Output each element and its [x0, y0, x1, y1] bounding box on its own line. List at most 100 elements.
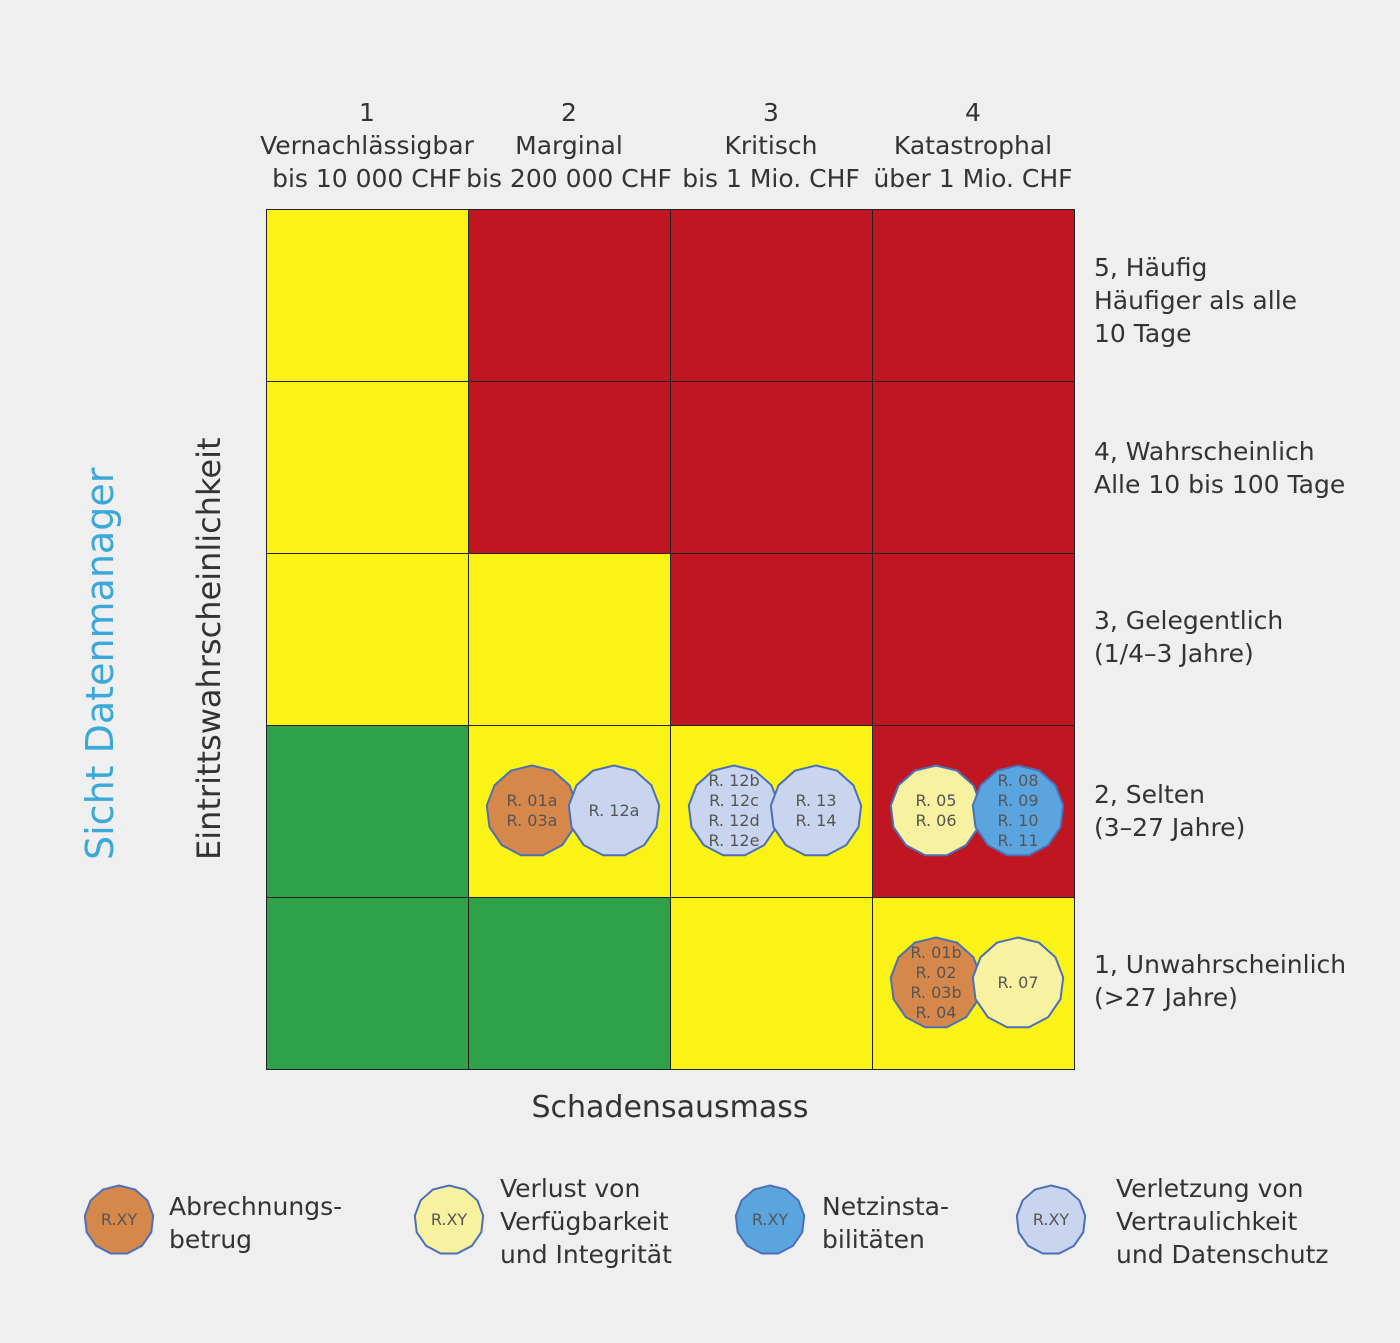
column-number: 3 — [763, 98, 779, 127]
legend-badge-label: R.XY — [1032, 1210, 1070, 1229]
column-header-4: 4 Katastrophal über 1 Mio. CHF — [863, 96, 1083, 195]
legend-label: Abrechnungs- betrug — [169, 1190, 342, 1256]
risk-id: R. 06 — [915, 811, 957, 830]
matrix-cell-r3-c1 — [266, 553, 469, 726]
column-header-2: 2 Marginal bis 200 000 CHF — [459, 96, 679, 195]
risk-id: R. 10 — [997, 811, 1039, 830]
row-label-5: 5, Häufig Häufiger als alle 10 Tage — [1094, 251, 1297, 350]
row-label-1: 1, Unwahrscheinlich (>27 Jahre) — [1094, 948, 1346, 1014]
risk-badge: R. 12a — [567, 764, 661, 858]
risk-id: R. 03a — [506, 811, 558, 830]
row-label-line: Alle 10 bis 100 Tage — [1094, 470, 1346, 499]
legend-label-line: Verlust von — [500, 1174, 641, 1203]
y-axis-title: Eintrittswahrscheinlichkeit — [190, 437, 228, 860]
legend-label-line: Netzinsta- — [822, 1192, 949, 1221]
row-label-line: (1/4–3 Jahre) — [1094, 639, 1254, 668]
risk-badge: R. 07 — [971, 936, 1065, 1030]
matrix-cell-r1-c3 — [670, 897, 873, 1070]
row-label-line: 4, Wahrscheinlich — [1094, 437, 1315, 466]
row-label-4: 4, Wahrscheinlich Alle 10 bis 100 Tage — [1094, 435, 1345, 501]
risk-id: R. 11 — [997, 831, 1039, 850]
risk-id: R. 12b — [708, 771, 760, 790]
legend-label-line: betrug — [169, 1225, 253, 1254]
risk-id: R. 01b — [910, 943, 962, 962]
risk-id: R. 02 — [915, 963, 957, 982]
risk-badge: R. 01a R. 03a — [485, 764, 579, 858]
risk-badge-labels: R. 01b R. 02 R. 03b R. 04 — [889, 936, 983, 1030]
legend-label-line: und Integrität — [500, 1240, 672, 1269]
row-label-line: 1, Unwahrscheinlich — [1094, 950, 1347, 979]
legend-label-line: bilitäten — [822, 1225, 925, 1254]
risk-id: R. 12a — [588, 801, 640, 820]
matrix-cell-r5-c3 — [670, 209, 873, 382]
legend-badge-label: R.XY — [751, 1210, 789, 1229]
column-header-1: 1 Vernachlässigbar bis 10 000 CHF — [257, 96, 477, 195]
legend-label-line: Vertraulichkeit — [1116, 1207, 1298, 1236]
row-label-line: Häufiger als alle — [1094, 286, 1298, 315]
x-axis-title: Schadensausmass — [531, 1090, 809, 1125]
matrix-cell-r3-c3 — [670, 553, 873, 726]
legend-badge-label: R.XY — [430, 1210, 468, 1229]
legend-label: Verlust von Verfügbarkeit und Integrität — [500, 1172, 672, 1271]
legend-badge-icon: R.XY — [413, 1184, 485, 1256]
row-label-line: 2, Selten — [1094, 780, 1206, 809]
risk-id: R. 04 — [915, 1003, 957, 1022]
legend-badge-icon: R.XY — [1015, 1184, 1087, 1256]
column-number: 4 — [965, 98, 981, 127]
row-label-3: 3, Gelegentlich (1/4–3 Jahre) — [1094, 604, 1283, 670]
matrix-cell-r4-c1 — [266, 381, 469, 554]
risk-id: R. 07 — [997, 973, 1039, 992]
matrix-cell-r4-c2 — [468, 381, 671, 554]
risk-badge-labels: R. 08 R. 09 R. 10 R. 11 — [971, 764, 1065, 858]
matrix-cell-r5-c2 — [468, 209, 671, 382]
column-name: Katastrophal — [893, 131, 1053, 160]
column-range: bis 10 000 CHF — [272, 164, 462, 193]
matrix-cell-r4-c3 — [670, 381, 873, 554]
risk-id: R. 09 — [997, 791, 1039, 810]
risk-id: R. 05 — [915, 791, 957, 810]
risk-badge-labels: R. 13 R. 14 — [769, 764, 863, 858]
legend-label: Verletzung von Vertraulichkeit und Daten… — [1116, 1172, 1329, 1271]
column-header-3: 3 Kritisch bis 1 Mio. CHF — [661, 96, 881, 195]
risk-badge-labels: R. 12b R. 12c R. 12d R. 12e — [687, 764, 781, 858]
risk-id: R. 12e — [708, 831, 760, 850]
matrix-cell-r3-c4 — [872, 553, 1075, 726]
legend-label-line: Verfügbarkeit — [500, 1207, 669, 1236]
legend-badge-label: R.XY — [100, 1210, 138, 1229]
row-label-line: (>27 Jahre) — [1094, 983, 1238, 1012]
column-range: bis 200 000 CHF — [466, 164, 672, 193]
legend-label-line: Verletzung von — [1116, 1174, 1304, 1203]
risk-id: R. 01a — [506, 791, 558, 810]
risk-badge: R. 08 R. 09 R. 10 R. 11 — [971, 764, 1065, 858]
legend-badge-icon: R.XY — [734, 1184, 806, 1256]
risk-badge-labels: R. 07 — [971, 936, 1065, 1030]
risk-badge: R. 01b R. 02 R. 03b R. 04 — [889, 936, 983, 1030]
column-number: 2 — [561, 98, 577, 127]
row-label-line: 5, Häufig — [1094, 253, 1208, 282]
row-label-line: (3–27 Jahre) — [1094, 813, 1246, 842]
risk-id: R. 12d — [708, 811, 760, 830]
risk-badge-labels: R. 12a — [567, 764, 661, 858]
risk-badge: R. 05 R. 06 — [889, 764, 983, 858]
risk-id: R. 12c — [709, 791, 759, 810]
risk-id: R. 08 — [997, 771, 1039, 790]
column-range: über 1 Mio. CHF — [873, 164, 1073, 193]
risk-badge-labels: R. 01a R. 03a — [485, 764, 579, 858]
matrix-cell-r4-c4 — [872, 381, 1075, 554]
legend-label-line: und Datenschutz — [1116, 1240, 1329, 1269]
matrix-cell-r1-c2 — [468, 897, 671, 1070]
risk-badge: R. 12b R. 12c R. 12d R. 12e — [687, 764, 781, 858]
row-label-line: 3, Gelegentlich — [1094, 606, 1284, 635]
risk-id: R. 14 — [795, 811, 837, 830]
matrix-cell-r3-c2 — [468, 553, 671, 726]
legend-label-line: Abrechnungs- — [169, 1192, 343, 1221]
view-title: Sicht Datenmanager — [78, 467, 122, 860]
row-label-2: 2, Selten (3–27 Jahre) — [1094, 778, 1245, 844]
column-name: Vernachlässigbar — [260, 131, 474, 160]
matrix-cell-r5-c4 — [872, 209, 1075, 382]
matrix-cell-r2-c1 — [266, 725, 469, 898]
matrix-cell-r5-c1 — [266, 209, 469, 382]
column-range: bis 1 Mio. CHF — [682, 164, 860, 193]
column-number: 1 — [359, 98, 375, 127]
risk-matrix: R. 01a R. 03a R. 12a R. 12b R. 12c R. 12d R. 1… — [266, 209, 1075, 1070]
